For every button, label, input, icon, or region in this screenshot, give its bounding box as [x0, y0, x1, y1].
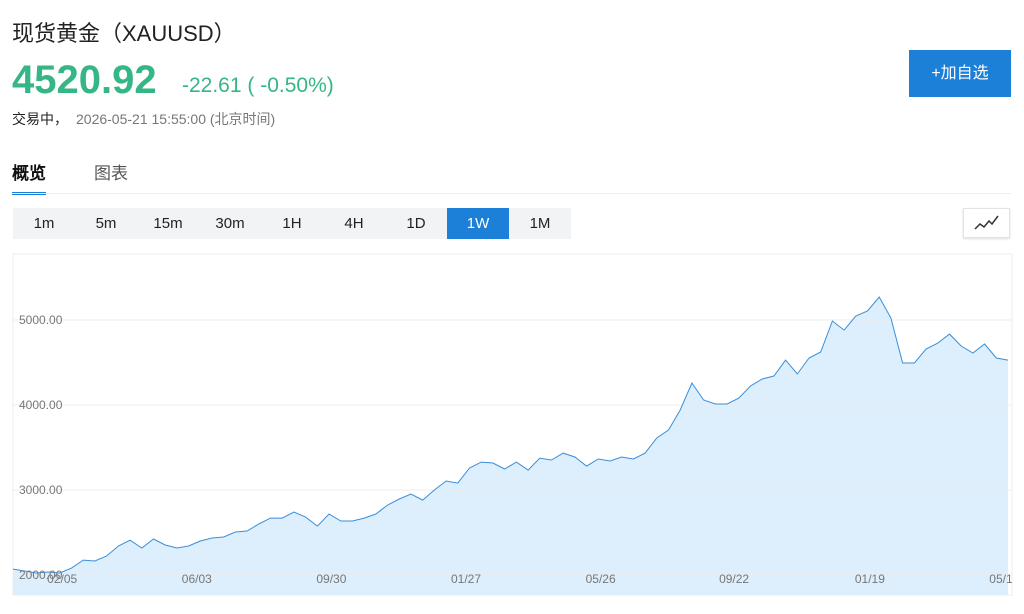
interval-button[interactable]: 1m	[33, 215, 55, 232]
chart-type-button[interactable]	[963, 208, 1010, 238]
x-tick-label: 01/19	[855, 572, 885, 586]
x-tick-label: 05/1	[989, 572, 1013, 586]
interval-bar: 1m 5m 15m 30m 1H 4H 1D 1W 1M	[13, 208, 571, 239]
area-fill	[13, 297, 1008, 595]
divider	[12, 193, 1011, 194]
y-tick-label: 5000.00	[19, 313, 63, 327]
y-tick-label: 2000.00	[19, 568, 63, 582]
price-change: -22.61 ( -0.50%)	[182, 74, 334, 97]
price-line	[12, 296, 1009, 574]
y-tick-label: 3000.00	[19, 483, 63, 497]
interval-button[interactable]: 1H	[282, 215, 302, 232]
trading-status: 交易中，	[12, 111, 68, 127]
interval-button[interactable]: 1W	[447, 208, 509, 239]
interval-button[interactable]: 1M	[529, 215, 551, 232]
x-tick-label: 01/27	[451, 572, 481, 586]
interval-button[interactable]: 30m	[215, 215, 245, 232]
x-tick-label: 09/30	[316, 572, 346, 586]
interval-button[interactable]: 4H	[344, 215, 364, 232]
y-tick-label: 4000.00	[19, 398, 63, 412]
timestamp: 2026-05-21 15:55:00 (北京时间)	[76, 111, 276, 127]
add-watchlist-button[interactable]: +加自选	[909, 50, 1011, 97]
line-icon	[974, 215, 999, 230]
x-tick-label: 09/22	[719, 572, 749, 586]
interval-button[interactable]: 15m	[153, 215, 183, 232]
x-tick-label: 05/26	[586, 572, 616, 586]
interval-button[interactable]: 1D	[406, 215, 426, 232]
interval-button[interactable]: 5m	[95, 215, 117, 232]
x-tick-label: 06/03	[182, 572, 212, 586]
price: 4520.92	[12, 58, 157, 102]
title: 现货黄金（XAUUSD）	[12, 21, 236, 46]
tab[interactable]: 图表	[94, 164, 128, 183]
x-tick-label: 02/05	[47, 572, 77, 586]
